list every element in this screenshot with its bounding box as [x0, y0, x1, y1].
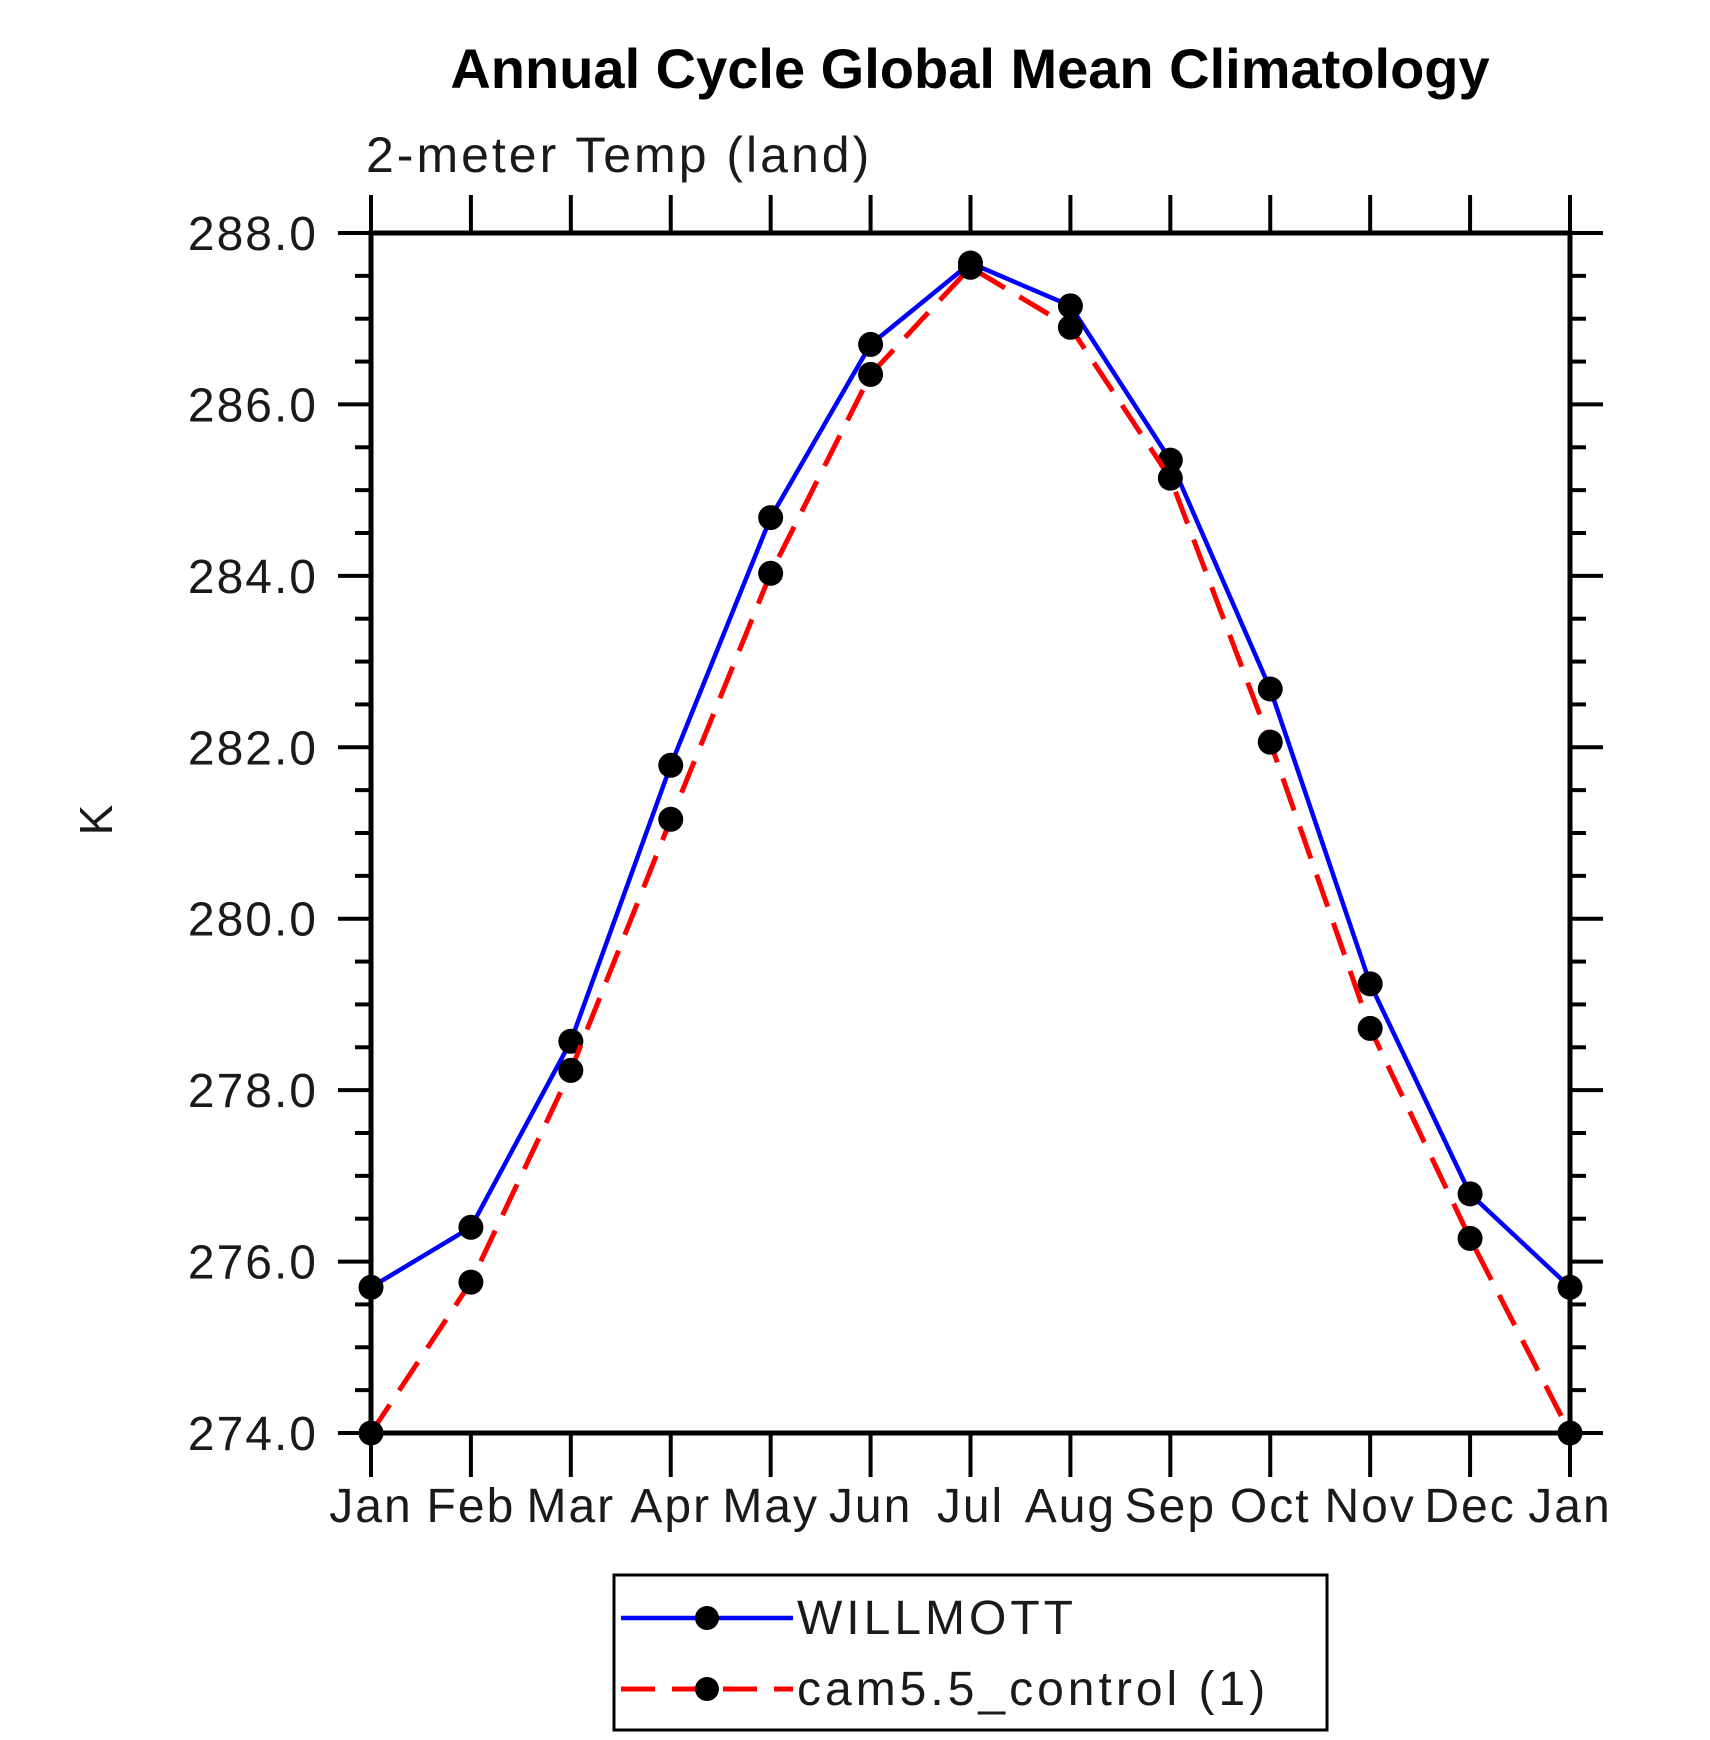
x-tick-label: May [722, 1480, 819, 1533]
x-tick-label: Jan [329, 1480, 412, 1533]
x-tick-label: Mar [526, 1480, 615, 1533]
y-tick-label: 278.0 [188, 1065, 318, 1118]
data-point-marker [558, 1057, 584, 1083]
data-point-marker [1557, 1274, 1583, 1300]
data-point-marker [858, 361, 884, 387]
x-tick-label: Feb [427, 1480, 516, 1533]
data-point-marker [1057, 293, 1083, 319]
data-point-marker [1357, 971, 1383, 997]
y-tick-label: 288.0 [188, 208, 318, 261]
x-tick-label: Oct [1230, 1480, 1311, 1533]
y-tick-labels: 274.0 276.0 278.0 280.0 282.0 284.0 286.0 288.0 [188, 208, 318, 1461]
series-lines [358, 250, 1583, 1446]
data-point-marker [1257, 676, 1283, 702]
data-point-marker [658, 806, 684, 832]
legend-marker [695, 1606, 719, 1630]
legend-label: cam5.5_control (1) [797, 1663, 1269, 1716]
data-point-marker [958, 254, 983, 280]
data-point-marker [358, 1274, 384, 1300]
plot-frame [368, 230, 1573, 1436]
legend: WILLMOTT cam5.5_control (1) [612, 1573, 1329, 1732]
y-tick-label: 274.0 [188, 1408, 318, 1461]
x-tick-label: Sep [1125, 1480, 1216, 1533]
legend-marker [695, 1677, 719, 1701]
y-tick-label: 280.0 [188, 894, 318, 947]
data-point-marker [1457, 1225, 1483, 1251]
data-point-marker [1157, 465, 1183, 491]
y-tick-label: 286.0 [188, 379, 318, 432]
x-tick-label: Aug [1025, 1480, 1116, 1533]
data-point-marker [1557, 1420, 1583, 1446]
x-tick-label: Jun [829, 1480, 912, 1533]
series-line [369, 260, 1572, 1290]
axis-ticks [338, 195, 1603, 1477]
y-axis-label: K [70, 804, 122, 835]
data-point-marker [458, 1214, 484, 1240]
data-point-marker [1357, 1015, 1383, 1041]
x-tick-label: Apr [630, 1480, 711, 1533]
series-line [368, 264, 1573, 1435]
data-point-marker [1057, 314, 1083, 340]
legend-label: WILLMOTT [797, 1592, 1077, 1645]
chart-subtitle: 2-meter Temp (land) [366, 127, 872, 183]
data-point-marker [1257, 729, 1283, 755]
data-point-marker [758, 560, 784, 586]
plot-box [368, 230, 1573, 1436]
x-tick-label: Dec [1424, 1480, 1515, 1533]
x-tick-labels: Jan Feb Mar Apr May Jun Jul Aug Sep Oct Nov Dec Jan [329, 1480, 1611, 1533]
data-point-marker [358, 1420, 384, 1446]
data-point-marker [858, 331, 884, 357]
data-point-marker [558, 1028, 584, 1054]
data-point-marker [458, 1269, 484, 1295]
y-tick-label: 276.0 [188, 1237, 318, 1290]
legend-box [612, 1573, 1329, 1732]
y-tick-label: 284.0 [188, 551, 318, 604]
x-tick-label: Jan [1528, 1480, 1611, 1533]
data-point-marker [658, 752, 684, 778]
x-tick-label: Jul [937, 1480, 1004, 1533]
chart-title: Annual Cycle Global Mean Climatology [450, 37, 1489, 100]
y-tick-label: 282.0 [188, 722, 318, 775]
data-point-marker [1457, 1181, 1483, 1207]
x-tick-label: Nov [1324, 1480, 1415, 1533]
data-point-marker [758, 505, 784, 531]
